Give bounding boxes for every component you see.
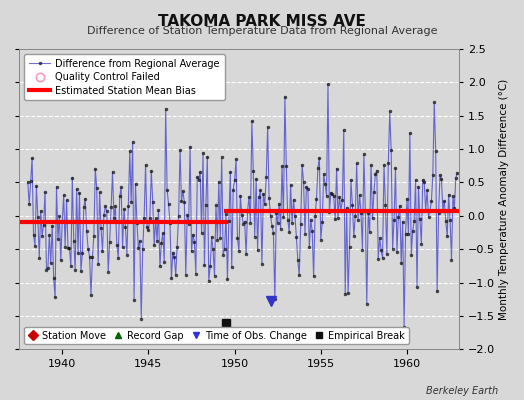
- Text: TAKOMA PARK MISS AVE: TAKOMA PARK MISS AVE: [158, 14, 366, 29]
- Estimated Station Mean Bias: [16, 220, 23, 225]
- Difference from Regional Average: [388, 148, 395, 152]
- Difference from Regional Average: [325, 82, 331, 87]
- Y-axis label: Monthly Temperature Anomaly Difference (°C): Monthly Temperature Anomaly Difference (…: [499, 78, 509, 320]
- Difference from Regional Average: [288, 182, 294, 187]
- Difference from Regional Average: [454, 171, 461, 176]
- Line: Difference from Regional Average: Difference from Regional Average: [26, 83, 459, 328]
- Legend: Station Move, Record Gap, Time of Obs. Change, Empirical Break: Station Move, Record Gap, Time of Obs. C…: [24, 327, 409, 344]
- Text: Difference of Station Temperature Data from Regional Average: Difference of Station Temperature Data f…: [87, 26, 437, 36]
- Difference from Regional Average: [25, 180, 31, 185]
- Difference from Regional Average: [280, 215, 287, 220]
- Difference from Regional Average: [26, 202, 32, 207]
- Difference from Regional Average: [279, 164, 285, 169]
- Difference from Regional Average: [417, 217, 423, 222]
- Difference from Regional Average: [401, 324, 407, 329]
- Text: Berkeley Earth: Berkeley Earth: [425, 386, 498, 396]
- Estimated Station Mean Bias: [223, 220, 229, 225]
